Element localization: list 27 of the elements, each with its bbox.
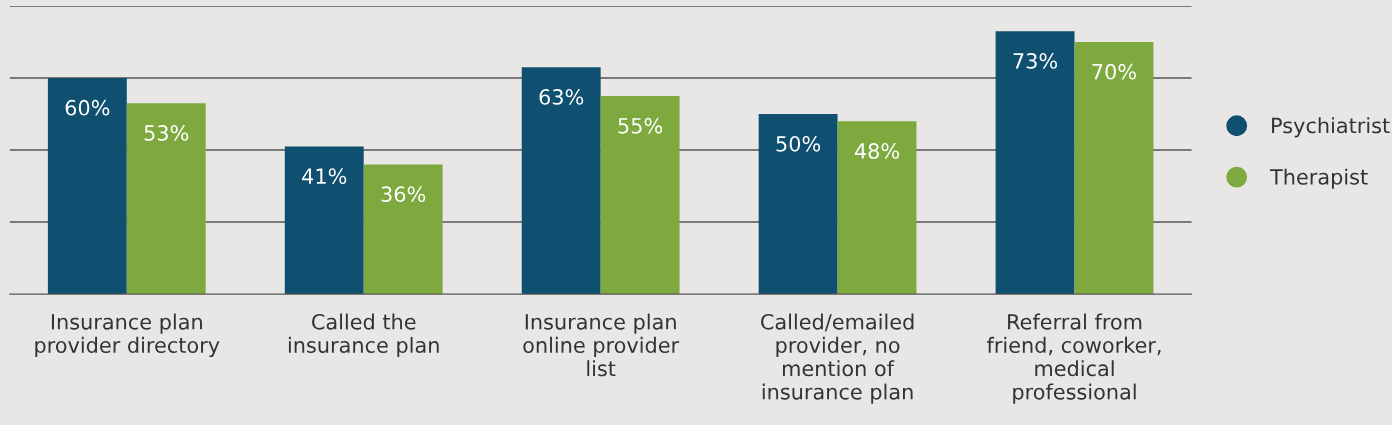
bar	[1074, 41, 1154, 295]
bar	[126, 103, 206, 295]
x-tick-label: Referral from friend, coworker, medical professional	[986, 313, 1161, 404]
data-label: 41%	[302, 168, 347, 185]
data-label: 53%	[144, 125, 189, 141]
x-tick-label: Insurance plan online provider list	[523, 313, 680, 377]
data-label: 63%	[539, 89, 584, 105]
bar	[363, 164, 443, 295]
x-tick-label: Called the insurance plan	[288, 313, 439, 358]
data-label: 60%	[65, 99, 110, 116]
data-label: 55%	[618, 117, 663, 134]
bar	[995, 31, 1075, 295]
legend-label: Therapist	[1269, 168, 1368, 189]
bar	[837, 121, 917, 295]
bar	[284, 146, 364, 295]
data-label: 48%	[854, 143, 900, 159]
bar	[521, 67, 601, 295]
data-label: 70%	[1092, 63, 1136, 80]
bar	[758, 114, 838, 295]
data-label: 36%	[381, 186, 426, 203]
x-tick-label: Insurance plan provider directory	[35, 313, 220, 358]
legend-label: Psychiatrist	[1272, 117, 1390, 138]
bar	[47, 77, 127, 295]
x-tick-label: Called/emailed provider, no mention of insurance plan	[761, 313, 914, 404]
data-label: 73%	[1013, 53, 1058, 69]
data-label: 50%	[776, 135, 821, 152]
bar	[600, 96, 680, 295]
